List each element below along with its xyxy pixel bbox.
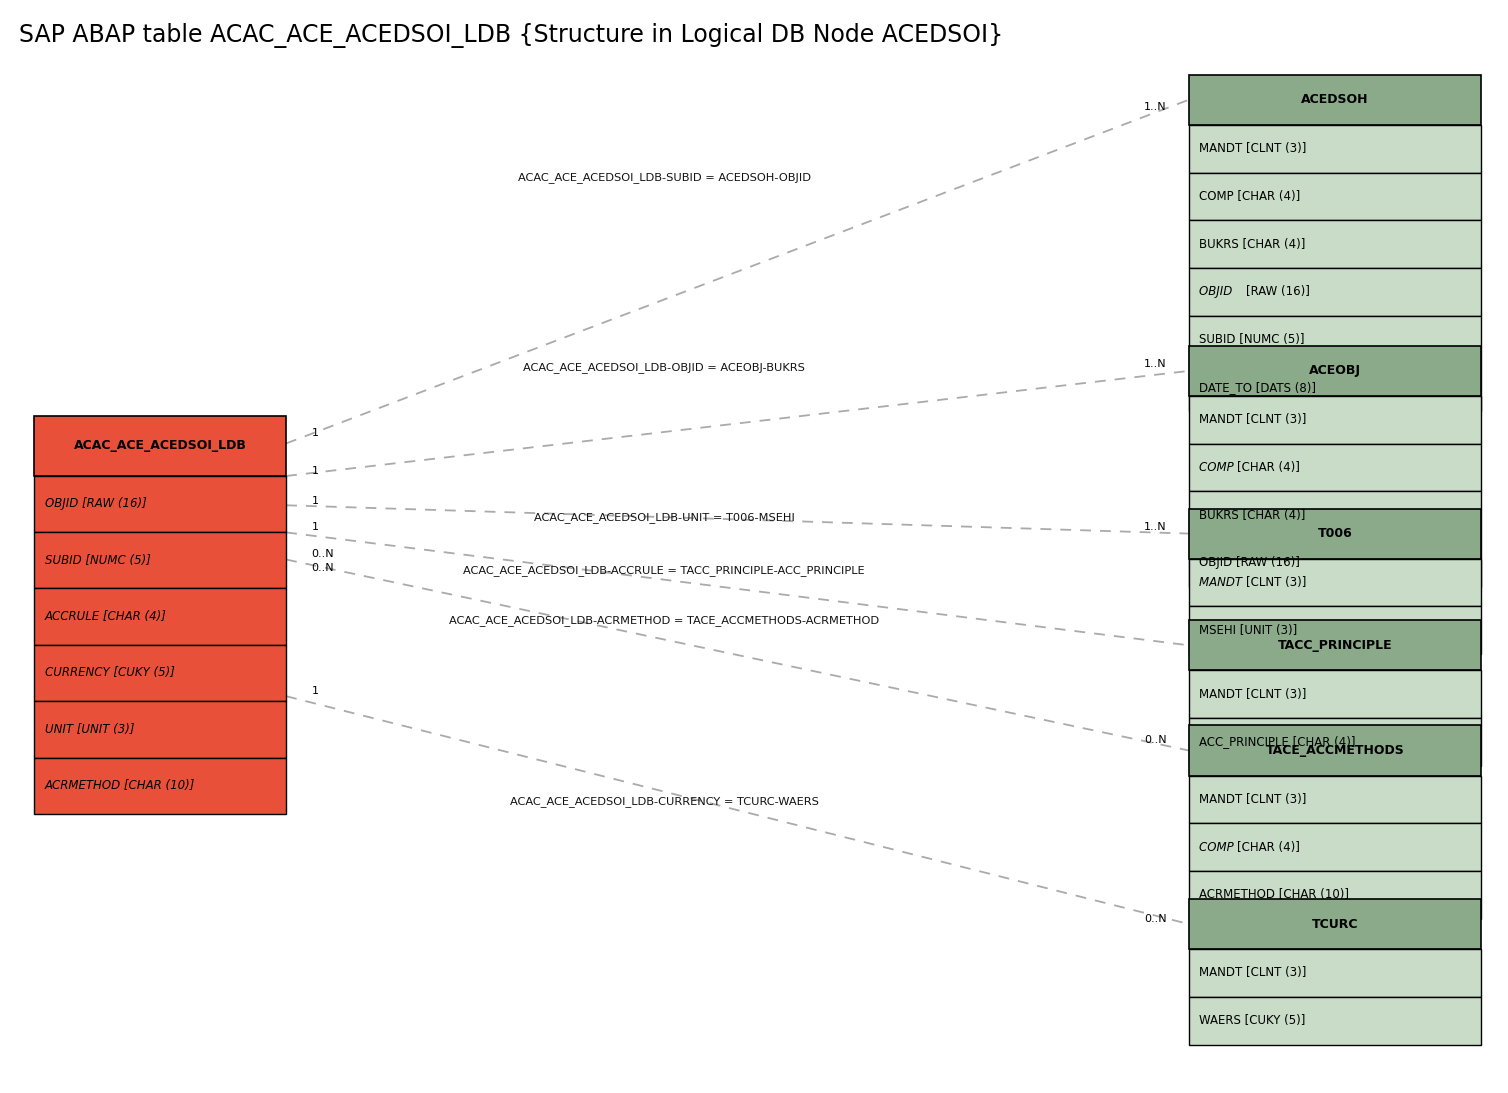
Text: 1..N: 1..N (1143, 522, 1166, 532)
Text: MANDT: MANDT (1199, 576, 1246, 589)
Bar (1188, 125, 1481, 173)
Bar (35, 475, 287, 532)
Bar (35, 757, 287, 814)
Bar (1188, 718, 1481, 766)
Text: 1: 1 (312, 685, 318, 696)
Text: MANDT [CLNT (3)]: MANDT [CLNT (3)] (1199, 966, 1307, 979)
Bar (1188, 173, 1481, 220)
Text: 1: 1 (312, 466, 318, 475)
Text: [RAW (16)]: [RAW (16)] (1246, 285, 1310, 298)
Bar (1188, 363, 1481, 411)
Bar (1188, 776, 1481, 823)
Text: [CHAR (4)]: [CHAR (4)] (1237, 461, 1300, 474)
Bar (1188, 508, 1481, 559)
Text: ACAC_ACE_ACEDSOI_LDB-UNIT = T006-MSEHI: ACAC_ACE_ACEDSOI_LDB-UNIT = T006-MSEHI (534, 512, 795, 522)
Text: ACRMETHOD [CHAR (10)]: ACRMETHOD [CHAR (10)] (45, 779, 195, 792)
Bar (1188, 74, 1481, 125)
Text: TACC_PRINCIPLE: TACC_PRINCIPLE (1277, 638, 1392, 651)
Text: OBJID: OBJID (1199, 285, 1237, 298)
Bar (1188, 444, 1481, 492)
Bar (35, 416, 287, 475)
Text: COMP: COMP (1199, 461, 1238, 474)
Text: ACEOBJ: ACEOBJ (1309, 364, 1362, 377)
Bar (1188, 620, 1481, 670)
Text: CURRENCY [CUKY (5)]: CURRENCY [CUKY (5)] (45, 667, 175, 680)
Bar (1188, 492, 1481, 539)
Text: MSEHI [UNIT (3)]: MSEHI [UNIT (3)] (1199, 624, 1298, 637)
Text: OBJID [RAW (16)]: OBJID [RAW (16)] (45, 497, 146, 510)
Text: 1: 1 (312, 496, 318, 506)
Text: ACAC_ACE_ACEDSOI_LDB-CURRENCY = TCURC-WAERS: ACAC_ACE_ACEDSOI_LDB-CURRENCY = TCURC-WA… (510, 796, 819, 807)
Text: [CLNT (3)]: [CLNT (3)] (1246, 576, 1306, 589)
Text: SAP ABAP table ACAC_ACE_ACEDSOI_LDB {Structure in Logical DB Node ACEDSOI}: SAP ABAP table ACAC_ACE_ACEDSOI_LDB {Str… (20, 23, 1003, 48)
Text: BUKRS [CHAR (4)]: BUKRS [CHAR (4)] (1199, 237, 1306, 250)
Bar (1188, 396, 1481, 444)
Bar (1188, 345, 1481, 396)
Text: MANDT [CLNT (3)]: MANDT [CLNT (3)] (1199, 687, 1307, 701)
Text: MANDT [CLNT (3)]: MANDT [CLNT (3)] (1199, 792, 1307, 806)
Bar (1188, 220, 1481, 268)
Text: WAERS [CUKY (5)]: WAERS [CUKY (5)] (1199, 1014, 1306, 1027)
Bar (1188, 871, 1481, 919)
Text: ACRMETHOD [CHAR (10)]: ACRMETHOD [CHAR (10)] (1199, 889, 1350, 902)
Text: ACCRULE [CHAR (4)]: ACCRULE [CHAR (4)] (45, 610, 166, 623)
Text: ACAC_ACE_ACEDSOI_LDB-ACCRULE = TACC_PRINCIPLE-ACC_PRINCIPLE: ACAC_ACE_ACEDSOI_LDB-ACCRULE = TACC_PRIN… (463, 565, 864, 576)
Bar (35, 702, 287, 757)
Bar (1188, 949, 1481, 997)
Bar (1188, 559, 1481, 607)
Text: SUBID [NUMC (5)]: SUBID [NUMC (5)] (45, 554, 151, 566)
Bar (1188, 607, 1481, 654)
Text: 1: 1 (312, 427, 318, 437)
Text: TCURC: TCURC (1312, 917, 1359, 930)
Text: ACEDSOH: ACEDSOH (1301, 93, 1369, 106)
Bar (1188, 900, 1481, 949)
Text: COMP [CHAR (4)]: COMP [CHAR (4)] (1199, 190, 1301, 203)
Text: DATE_TO [DATS (8)]: DATE_TO [DATS (8)] (1199, 380, 1316, 393)
Bar (1188, 823, 1481, 871)
Text: BUKRS [CHAR (4)]: BUKRS [CHAR (4)] (1199, 508, 1306, 521)
Text: ACAC_ACE_ACEDSOI_LDB-SUBID = ACEDSOH-OBJID: ACAC_ACE_ACEDSOI_LDB-SUBID = ACEDSOH-OBJ… (517, 173, 810, 184)
Bar (1188, 670, 1481, 718)
Text: ACC_PRINCIPLE [CHAR (4)]: ACC_PRINCIPLE [CHAR (4)] (1199, 736, 1356, 749)
Text: 0..N: 0..N (1143, 734, 1166, 744)
Bar (35, 645, 287, 702)
Text: SUBID [NUMC (5)]: SUBID [NUMC (5)] (1199, 333, 1304, 346)
Text: TACE_ACCMETHODS: TACE_ACCMETHODS (1265, 744, 1404, 757)
Text: T006: T006 (1318, 527, 1353, 540)
Text: 1: 1 (312, 522, 318, 532)
Text: UNIT [UNIT (3)]: UNIT [UNIT (3)] (45, 722, 134, 736)
Text: OBJID [RAW (16)]: OBJID [RAW (16)] (1199, 556, 1300, 569)
Bar (1188, 539, 1481, 587)
Text: MANDT [CLNT (3)]: MANDT [CLNT (3)] (1199, 413, 1307, 426)
Text: 0..N: 0..N (312, 549, 335, 560)
Text: MANDT [CLNT (3)]: MANDT [CLNT (3)] (1199, 142, 1307, 155)
Text: [CHAR (4)]: [CHAR (4)] (1237, 841, 1300, 854)
Text: 0..N: 0..N (312, 563, 335, 573)
Text: ACAC_ACE_ACEDSOI_LDB-ACRMETHOD = TACE_ACCMETHODS-ACRMETHOD: ACAC_ACE_ACEDSOI_LDB-ACRMETHOD = TACE_AC… (449, 614, 879, 625)
Text: ACAC_ACE_ACEDSOI_LDB: ACAC_ACE_ACEDSOI_LDB (74, 439, 247, 453)
Bar (1188, 997, 1481, 1045)
Bar (35, 532, 287, 588)
Bar (35, 588, 287, 645)
Text: COMP: COMP (1199, 841, 1238, 854)
Bar (1188, 726, 1481, 776)
Bar (1188, 316, 1481, 363)
Text: 1..N: 1..N (1143, 103, 1166, 113)
Text: ACAC_ACE_ACEDSOI_LDB-OBJID = ACEOBJ-BUKRS: ACAC_ACE_ACEDSOI_LDB-OBJID = ACEOBJ-BUKR… (523, 362, 805, 373)
Bar (1188, 268, 1481, 316)
Text: 1..N: 1..N (1143, 360, 1166, 369)
Text: 0..N: 0..N (1143, 914, 1166, 924)
